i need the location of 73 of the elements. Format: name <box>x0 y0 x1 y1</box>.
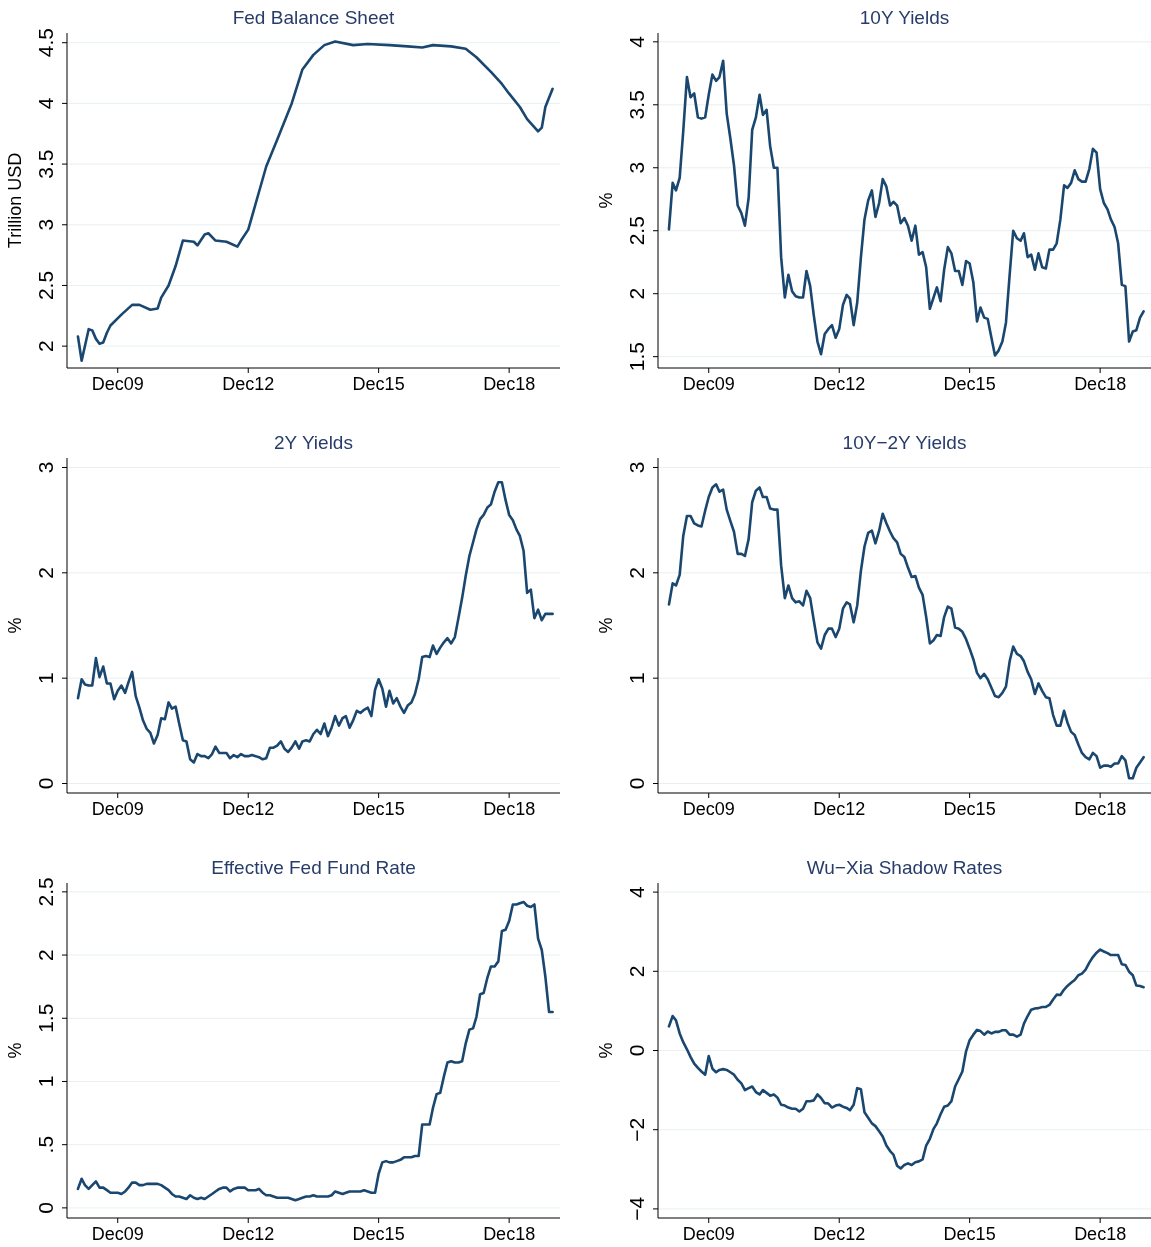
y-tick-label: 2.5 <box>34 270 57 301</box>
y-tick-label: 1 <box>625 672 648 685</box>
line-series <box>76 40 554 363</box>
line-series <box>76 900 554 1202</box>
x-tick-label: Dec12 <box>222 799 275 819</box>
y-tick-label: 3 <box>625 461 648 474</box>
y-tick-label: .5 <box>34 1135 57 1154</box>
y-axis-title: % <box>596 617 616 634</box>
y-tick-label: −2 <box>625 1117 648 1142</box>
y-axis-title: Trillion USD <box>5 152 25 249</box>
y-tick-label: 2 <box>34 340 57 352</box>
x-tick-label: Dec18 <box>1074 374 1127 394</box>
x-tick-label: Dec12 <box>813 374 866 394</box>
y-tick-label: 2.5 <box>34 877 57 907</box>
line-series <box>76 480 554 764</box>
y-tick-label: −4 <box>625 1196 648 1221</box>
y-tick-label: 2 <box>625 566 648 579</box>
chart-title: Wu−Xia Shadow Rates <box>806 857 1003 878</box>
y-tick-label: 0 <box>625 777 648 790</box>
chart-title: 2Y Yields <box>274 432 353 453</box>
y-tick-label: 4 <box>625 885 648 898</box>
y-tick-label: 3 <box>625 161 648 174</box>
y-tick-label: 1 <box>34 1075 57 1088</box>
y-tick-label: 4.5 <box>34 28 57 58</box>
chart-title: 10Y−2Y Yields <box>842 432 967 453</box>
y-axis-title: % <box>5 617 25 634</box>
x-tick-label: Dec15 <box>352 1224 405 1244</box>
chart-title: Effective Fed Fund Rate <box>211 857 416 878</box>
y-tick-label: 3 <box>34 218 57 231</box>
y-axis-title: % <box>5 1042 25 1059</box>
x-tick-label: Dec12 <box>813 1224 866 1244</box>
y-axis-title: % <box>596 192 616 209</box>
y-axis-title: % <box>596 1042 616 1059</box>
y-tick-label: 3 <box>34 461 57 474</box>
x-tick-label: Dec15 <box>352 799 405 819</box>
line-series <box>667 59 1145 357</box>
y-tick-label: 2 <box>625 287 648 300</box>
x-tick-label: Dec15 <box>943 799 996 819</box>
y-tick-label: 1.5 <box>34 1003 57 1033</box>
x-tick-label: Dec15 <box>943 1224 996 1244</box>
x-tick-label: Dec09 <box>91 799 144 819</box>
x-tick-label: Dec15 <box>352 374 405 394</box>
x-tick-label: Dec09 <box>682 799 735 819</box>
x-tick-label: Dec12 <box>222 1224 275 1244</box>
y-tick-label: 2 <box>34 566 57 579</box>
x-tick-label: Dec12 <box>813 799 866 819</box>
y-tick-label: 2 <box>625 965 648 978</box>
y-tick-label: 2 <box>34 949 57 961</box>
y-tick-label: 1.5 <box>625 342 648 372</box>
chart-title: Fed Balance Sheet <box>232 7 396 28</box>
x-tick-label: Dec09 <box>91 374 144 394</box>
chart-title: 10Y Yields <box>859 7 950 28</box>
x-tick-label: Dec18 <box>1074 799 1127 819</box>
x-tick-label: Dec18 <box>483 374 536 394</box>
y-tick-label: 0 <box>34 1202 57 1214</box>
y-tick-label: 2.5 <box>625 216 648 246</box>
x-tick-label: Dec12 <box>222 374 275 394</box>
x-tick-label: Dec09 <box>91 1224 144 1244</box>
x-tick-label: Dec15 <box>943 374 996 394</box>
x-tick-label: Dec09 <box>682 1224 735 1244</box>
y-tick-label: 3.5 <box>625 90 648 120</box>
x-tick-label: Dec18 <box>1074 1224 1127 1244</box>
y-tick-label: 0 <box>34 777 57 790</box>
y-tick-label: 1 <box>34 672 57 685</box>
y-tick-label: 0 <box>625 1044 648 1057</box>
y-tick-label: 4 <box>34 97 57 110</box>
x-tick-label: Dec18 <box>483 799 536 819</box>
y-tick-label: 4 <box>625 35 648 48</box>
line-series <box>667 948 1145 1170</box>
x-tick-label: Dec09 <box>682 374 735 394</box>
y-tick-label: 3.5 <box>34 149 57 179</box>
line-series <box>667 483 1145 780</box>
x-tick-label: Dec18 <box>483 1224 536 1244</box>
